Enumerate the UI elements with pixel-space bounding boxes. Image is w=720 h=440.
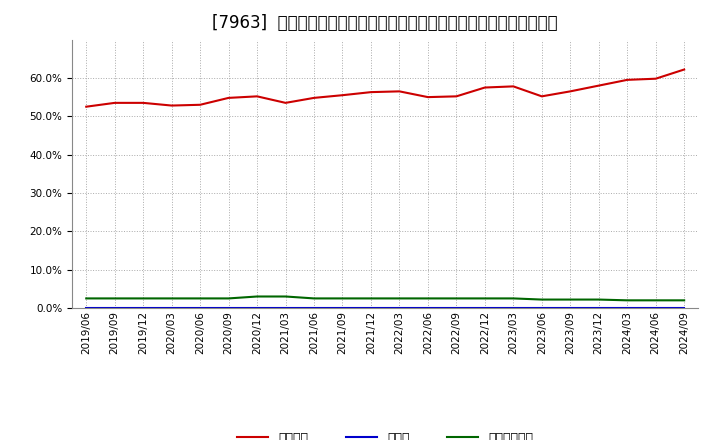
自己資本 [110,100,119,106]
のれん [423,305,432,311]
のれん [82,305,91,311]
Line: 繰延税金資産: 繰延税金資産 [86,297,684,301]
のれん [566,305,575,311]
自己資本 [338,92,347,98]
のれん [395,305,404,311]
自己資本 [623,77,631,82]
Line: 自己資本: 自己資本 [86,70,684,106]
繰延税金資産 [566,297,575,302]
のれん [509,305,518,311]
繰延税金資産 [395,296,404,301]
繰延税金資産 [282,294,290,299]
繰延税金資産 [110,296,119,301]
自己資本 [253,94,261,99]
繰延税金資産 [623,298,631,303]
繰延税金資産 [139,296,148,301]
繰延税金資産 [167,296,176,301]
繰延税金資産 [537,297,546,302]
繰延税金資産 [253,294,261,299]
繰延税金資産 [480,296,489,301]
のれん [110,305,119,311]
のれん [652,305,660,311]
のれん [366,305,375,311]
自己資本 [423,95,432,100]
自己資本 [139,100,148,106]
自己資本 [366,89,375,95]
繰延税金資産 [82,296,91,301]
自己資本 [167,103,176,108]
のれん [253,305,261,311]
繰延税金資産 [680,298,688,303]
のれん [310,305,318,311]
自己資本 [595,83,603,88]
のれん [338,305,347,311]
繰延税金資産 [595,297,603,302]
繰延税金資産 [338,296,347,301]
自己資本 [196,102,204,107]
自己資本 [395,89,404,94]
繰延税金資産 [509,296,518,301]
のれん [537,305,546,311]
のれん [282,305,290,311]
のれん [196,305,204,311]
自己資本 [566,89,575,94]
繰延税金資産 [196,296,204,301]
自己資本 [509,84,518,89]
のれん [139,305,148,311]
繰延税金資産 [225,296,233,301]
自己資本 [282,100,290,106]
繰延税金資産 [652,298,660,303]
自己資本 [310,95,318,100]
のれん [167,305,176,311]
のれん [623,305,631,311]
自己資本 [680,67,688,72]
自己資本 [652,76,660,81]
自己資本 [480,85,489,90]
のれん [452,305,461,311]
自己資本 [537,94,546,99]
繰延税金資産 [310,296,318,301]
自己資本 [225,95,233,100]
自己資本 [452,94,461,99]
のれん [225,305,233,311]
のれん [680,305,688,311]
繰延税金資産 [366,296,375,301]
繰延税金資産 [423,296,432,301]
のれん [595,305,603,311]
Legend: 自己資本, のれん, 繰延税金資産: 自己資本, のれん, 繰延税金資産 [232,427,539,440]
のれん [480,305,489,311]
Title: [7963]  自己資本、のれん、繰延税金資産の総資産に対する比率の推移: [7963] 自己資本、のれん、繰延税金資産の総資産に対する比率の推移 [212,15,558,33]
自己資本 [82,104,91,109]
繰延税金資産 [452,296,461,301]
